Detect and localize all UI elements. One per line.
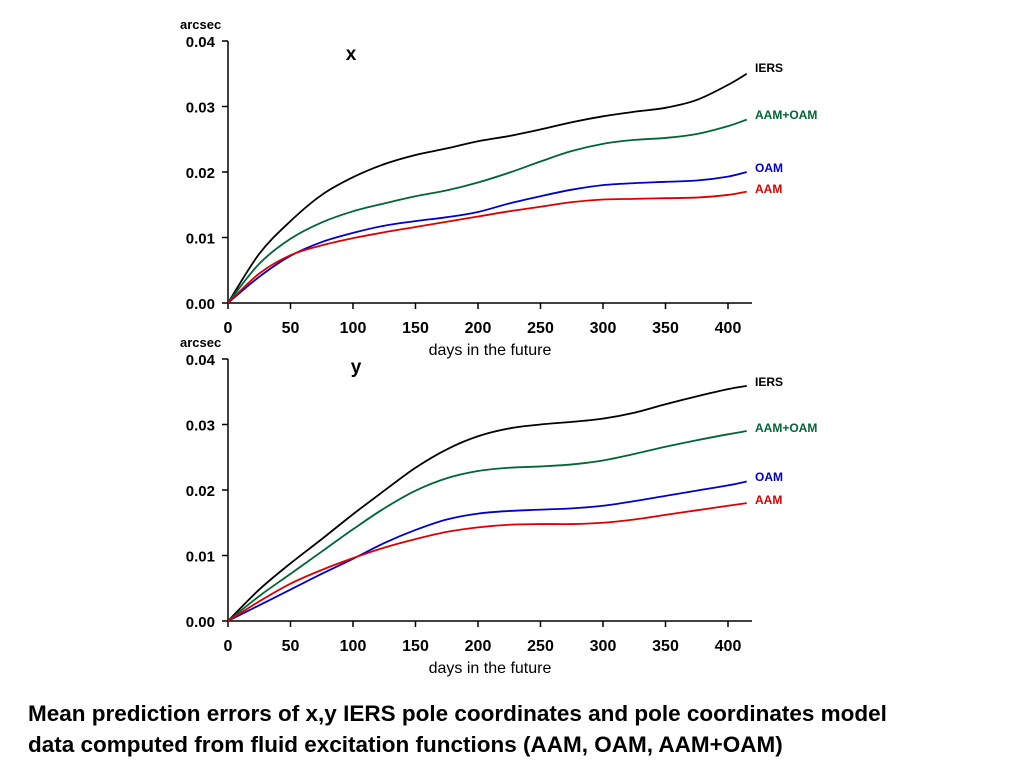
panel-1-series-label-aam-plus-oam: AAM+OAM: [755, 108, 817, 122]
panel-1-series-label-oam: OAM: [755, 161, 783, 175]
panel-1-y-axis-label: arcsec: [180, 17, 221, 32]
panel-2-chart-title: y: [351, 357, 362, 378]
panel-2-y-tick-label: 0.00: [186, 614, 215, 631]
panel-2-series-label-aam-plus-oam: AAM+OAM: [755, 421, 817, 435]
panel-1-y-tick-label: 0.01: [186, 231, 215, 248]
panel-2-y-tick-label: 0.01: [186, 549, 215, 566]
panel-1-chart: 0.00 0.01 0.02 0.03 0.04 0 50 100 150 200 250 300 35…: [180, 17, 817, 359]
panel-2-y-tick-label: 0.03: [186, 418, 215, 435]
panel-2-series-line-oam: [227, 480, 747, 622]
panel-2-series-label-oam: OAM: [755, 470, 783, 484]
panel-2-x-tick-label: 100: [340, 638, 367, 655]
panel-2-x-tick-label: 150: [402, 638, 429, 655]
panel-1-series-line-iers: [227, 72, 748, 304]
panel-2-series-line-aam: [227, 502, 747, 622]
panel-2-x-tick-label: 250: [527, 638, 554, 655]
figure-caption: Mean prediction errors of x,y IERS pole …: [28, 698, 1018, 760]
caption-line-1: Mean prediction errors of x,y IERS pole …: [28, 701, 887, 726]
panel-1-y-tick-label: 0.00: [186, 296, 215, 313]
panel-1-series-label-iers: IERS: [755, 61, 783, 75]
panel-2-series-line-iers: [227, 384, 747, 622]
panel-1-x-axis-label: days in the future: [429, 342, 552, 359]
panel-1-series-line-aam: [227, 190, 747, 304]
panel-1-x-tick-label: 400: [715, 320, 742, 337]
panel-2-series-line-aam-plus-oam: [227, 430, 747, 622]
panel-2-x-tick-label: 0: [224, 638, 233, 655]
panel-1-series-line-aam-plus-oam: [227, 118, 748, 304]
panel-1-x-tick-label: 0: [224, 320, 233, 337]
panel-1-y-tick-label: 0.02: [186, 165, 215, 182]
panel-2-x-tick-label: 50: [282, 638, 300, 655]
panel-2-x-tick-label: 350: [652, 638, 679, 655]
panel-2-x-axis-label: days in the future: [429, 660, 552, 677]
panel-1-x-tick-label: 200: [465, 320, 492, 337]
panel-1-series-label-aam: AAM: [755, 182, 782, 196]
panel-2-x-tick-label: 200: [465, 638, 492, 655]
panel-2-x-tick-label: 400: [715, 638, 742, 655]
panel-2-x-tick-label: 300: [590, 638, 617, 655]
panel-1-x-tick-label: 350: [652, 320, 679, 337]
panel-1-x-tick-label: 250: [527, 320, 554, 337]
panel-2-y-tick-label: 0.02: [186, 483, 215, 500]
panel-1-y-tick-label: 0.03: [186, 100, 215, 117]
panel-1-x-tick-label: 150: [402, 320, 429, 337]
panel-1-x-tick-label: 50: [282, 320, 300, 337]
charts-figure: 0.00 0.01 0.02 0.03 0.04 0 50 100 150 200 250 300 35…: [180, 17, 817, 677]
panel-1-x-tick-label: 100: [340, 320, 367, 337]
caption-line-2: data computed from fluid excitation func…: [28, 732, 783, 757]
panel-2-series-label-iers: IERS: [755, 375, 783, 389]
panel-1-x-tick-label: 300: [590, 320, 617, 337]
panel-2-series-label-aam: AAM: [755, 493, 782, 507]
panel-1-series-line-oam: [227, 171, 747, 304]
panel-2-y-axis-label: arcsec: [180, 335, 221, 350]
panel-1-y-tick-label: 0.04: [186, 34, 216, 51]
panel-1-chart-title: x: [346, 44, 357, 65]
panel-2-chart: 0.00 0.01 0.02 0.03 0.04 0 50 100 150 200 250 300 35…: [180, 335, 817, 677]
panel-2-y-tick-label: 0.04: [186, 352, 216, 369]
